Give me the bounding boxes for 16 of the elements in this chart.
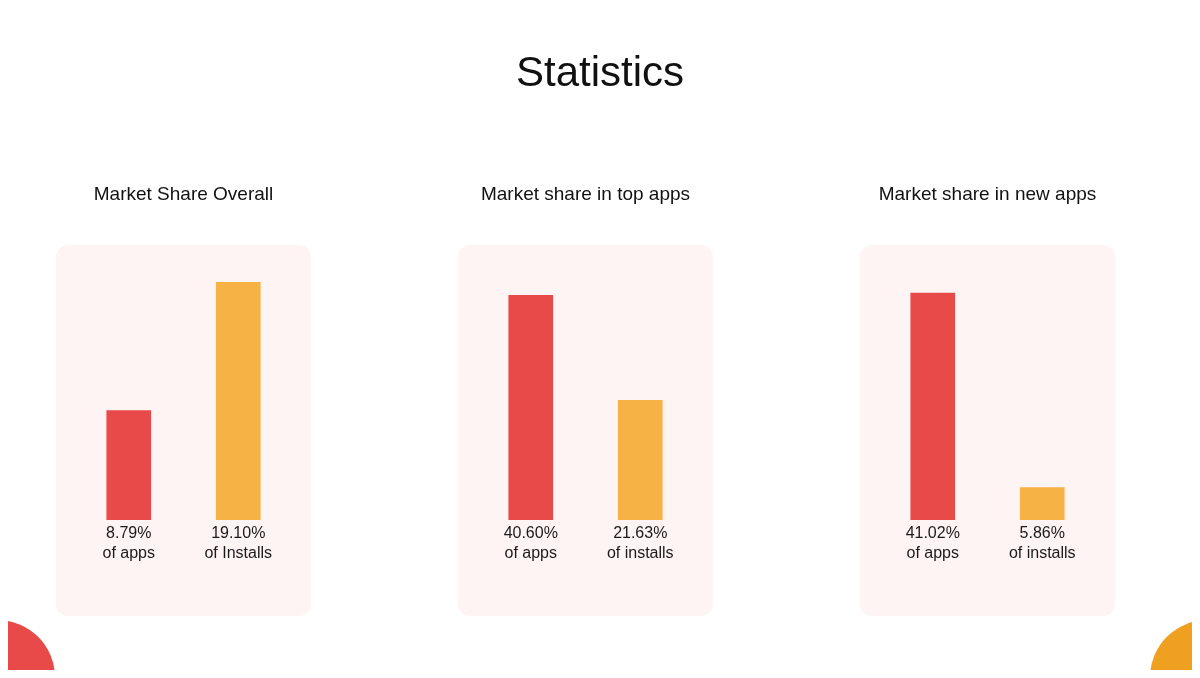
category-label: of Installs <box>204 544 273 562</box>
data-label: 5.86% <box>1019 524 1065 542</box>
category-label: of apps <box>504 544 557 562</box>
category-label: of apps <box>906 544 959 562</box>
text: Statistics <box>514 48 685 96</box>
data-label: 41.02% <box>905 524 960 542</box>
chart-title: Market share in new apps <box>877 183 1098 206</box>
chart-title: Market Share Overall <box>92 183 275 206</box>
category-label: of installs <box>1008 544 1076 562</box>
chart-title: Market share in top apps <box>479 183 692 206</box>
data-label: 8.79% <box>106 524 152 542</box>
data-label: 21.63% <box>613 524 668 542</box>
data-label: 19.10% <box>211 524 266 542</box>
data-label: 40.60% <box>503 524 558 542</box>
category-label: of apps <box>102 544 155 562</box>
category-label: of installs <box>606 544 674 562</box>
